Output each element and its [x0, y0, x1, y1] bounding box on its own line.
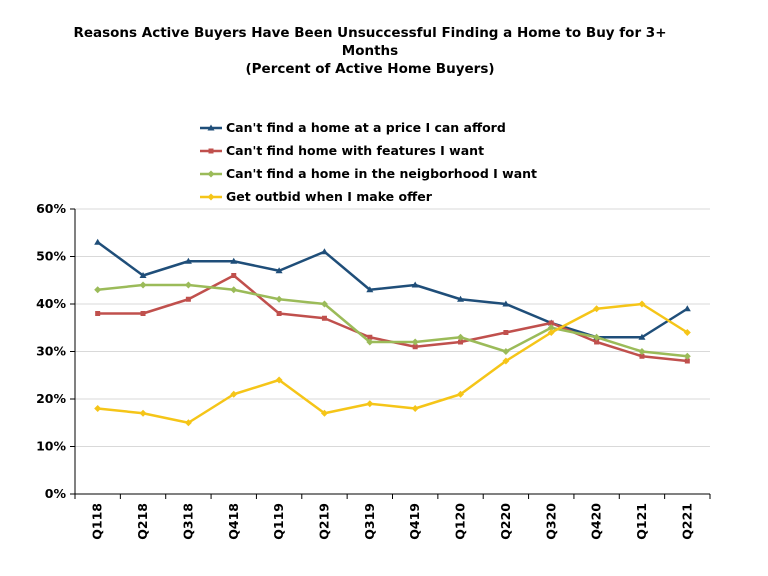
- data-point-series-3: [94, 286, 102, 294]
- chart-title-line-1: Reasons Active Buyers Have Been Unsucces…: [73, 25, 667, 41]
- legend-item-1: Can't find a home at a price I can affor…: [200, 116, 537, 139]
- legend-swatch-3: [200, 169, 222, 179]
- data-point-series-4: [366, 400, 374, 408]
- data-point-series-2: [367, 334, 373, 340]
- data-point-series-2: [231, 273, 237, 278]
- x-tick-label: Q120: [453, 503, 468, 540]
- legend: Can't find a home at a price I can affor…: [200, 116, 537, 208]
- data-point-series-1: [275, 267, 283, 274]
- legend-marker: [207, 193, 215, 200]
- data-point-series-4: [638, 300, 646, 308]
- legend-label: Can't find a home in the neigborhood I w…: [226, 166, 538, 181]
- data-point-series-4: [184, 419, 192, 427]
- data-point-series-2: [276, 311, 282, 316]
- series-line-3: [97, 283, 688, 358]
- data-point-series-1: [638, 333, 646, 340]
- legend-swatch-4: [200, 192, 222, 202]
- data-point-series-4: [593, 305, 601, 313]
- data-point-series-2: [185, 296, 191, 302]
- legend-label: Can't find home with features I want: [226, 143, 485, 158]
- legend-item-4: Get outbid when I make offer: [200, 185, 537, 208]
- x-tick-label: Q121: [634, 503, 649, 540]
- data-point-series-4: [411, 405, 419, 412]
- data-point-series-1: [502, 300, 510, 307]
- x-tick-label: Q419: [407, 503, 422, 540]
- legend-item-3: Can't find a home in the neigborhood I w…: [200, 162, 537, 185]
- data-point-series-3: [547, 324, 555, 332]
- data-point-series-3: [230, 286, 238, 294]
- y-tick-label: 20%: [36, 391, 66, 406]
- data-point-series-4: [139, 409, 147, 417]
- data-point-series-3: [366, 338, 374, 346]
- x-tick-label: Q118: [90, 503, 105, 540]
- x-tick-label: Q221: [679, 503, 694, 540]
- data-point-series-2: [321, 315, 327, 321]
- series-line-4: [97, 302, 688, 424]
- data-point-series-1: [683, 305, 691, 312]
- data-point-series-1: [139, 272, 147, 278]
- chart-title-line-2: Months: [341, 43, 399, 59]
- data-point-series-3: [139, 281, 147, 289]
- data-point-series-2: [140, 311, 146, 316]
- x-tick-label: Q218: [135, 503, 150, 540]
- y-tick-label: 60%: [36, 201, 66, 216]
- x-tick-label: Q319: [362, 503, 377, 540]
- data-point-series-2: [684, 358, 690, 364]
- data-point-series-2: [458, 339, 464, 345]
- data-point-series-4: [457, 390, 465, 398]
- data-point-series-2: [548, 320, 554, 326]
- data-point-series-4: [230, 390, 238, 398]
- data-point-series-1: [411, 281, 419, 288]
- legend-item-2: Can't find home with features I want: [200, 139, 537, 162]
- data-point-series-4: [547, 329, 555, 336]
- legend-marker: [207, 170, 215, 177]
- data-point-series-3: [184, 281, 192, 289]
- data-point-series-3: [411, 338, 419, 346]
- x-tick-label: Q119: [271, 503, 286, 540]
- data-point-series-2: [639, 353, 645, 359]
- y-tick-label: 40%: [36, 296, 66, 311]
- data-point-series-1: [230, 257, 238, 264]
- data-point-series-2: [412, 344, 418, 350]
- chart-title: Reasons Active Buyers Have Been Unsucces…: [60, 24, 680, 78]
- x-tick-label: Q318: [180, 503, 195, 540]
- data-point-series-1: [457, 295, 465, 302]
- data-point-series-1: [320, 248, 328, 255]
- x-tick-label: Q418: [226, 503, 241, 540]
- data-point-series-3: [593, 333, 601, 341]
- data-point-series-1: [94, 238, 102, 245]
- legend-label: Can't find a home at a price I can affor…: [226, 120, 506, 135]
- legend-swatch-2: [200, 146, 222, 156]
- data-point-series-3: [275, 295, 283, 303]
- legend-marker: [208, 148, 214, 153]
- x-tick-label: Q219: [316, 503, 331, 540]
- data-point-series-1: [366, 286, 374, 293]
- data-point-series-4: [94, 405, 102, 412]
- chart-title-line-3: (Percent of Active Home Buyers): [245, 61, 495, 77]
- legend-swatch-1: [200, 123, 222, 133]
- data-point-series-3: [683, 352, 691, 360]
- data-point-series-1: [184, 257, 192, 264]
- data-point-series-3: [502, 348, 510, 355]
- data-point-series-3: [457, 333, 465, 341]
- legend-marker: [207, 124, 215, 130]
- legend-label: Get outbid when I make offer: [226, 189, 432, 204]
- y-tick-label: 30%: [36, 344, 66, 359]
- data-point-series-3: [638, 348, 646, 355]
- y-tick-label: 10%: [36, 439, 66, 454]
- data-point-series-3: [320, 300, 328, 308]
- data-point-series-2: [594, 339, 600, 345]
- data-point-series-2: [503, 330, 509, 335]
- data-point-series-4: [275, 376, 283, 384]
- data-point-series-4: [320, 409, 328, 417]
- data-point-series-2: [95, 311, 101, 316]
- data-point-series-4: [502, 357, 510, 365]
- x-tick-label: Q420: [589, 503, 604, 540]
- x-tick-label: Q320: [543, 503, 558, 540]
- x-tick-label: Q220: [498, 503, 513, 540]
- y-tick-label: 0%: [45, 486, 67, 501]
- data-point-series-4: [683, 329, 691, 336]
- y-tick-label: 50%: [36, 249, 66, 264]
